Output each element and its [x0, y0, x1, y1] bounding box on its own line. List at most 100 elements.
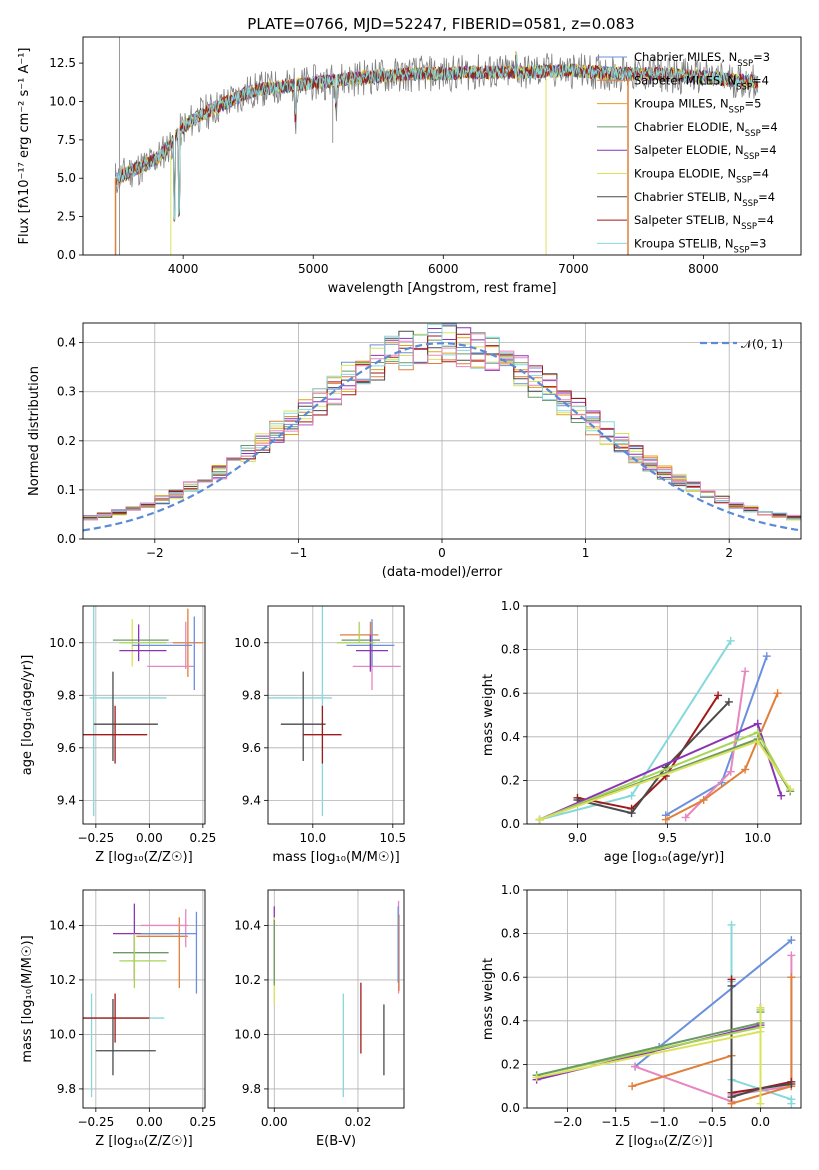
mass-weight-marker — [627, 791, 636, 800]
mass-weight-marker — [787, 973, 796, 982]
x-tick-label: 6000 — [428, 262, 459, 276]
axes-frame — [82, 605, 206, 825]
spectrum-traces — [114, 37, 759, 255]
mass-weight-line — [665, 692, 779, 821]
errorbar-layer — [83, 606, 203, 817]
y-tick-label: 10.0 — [234, 1027, 261, 1041]
x-tick-label: 10.0 — [744, 831, 771, 845]
y-axis-label: mass weight — [481, 674, 496, 756]
y-tick-label: 10.0 — [49, 636, 76, 650]
legend-entry-value: =4 — [757, 213, 774, 227]
x-tick-label: 2 — [725, 546, 733, 560]
mass-weight-marker — [753, 719, 762, 728]
x-tick-label: −2 — [146, 546, 164, 560]
mass-weight-marker — [762, 652, 771, 661]
mass-weight-marker — [724, 697, 733, 706]
x-axis-label: (data-model)/error — [382, 565, 503, 580]
mass-weight-marker — [787, 951, 796, 960]
age-vs-mass-panel: 10.0 10.5 9.4 9.6 9.8 10.0 mass [log₁₀(M/M☉)] — [234, 605, 406, 865]
y-tick-label: 0.0 — [57, 248, 76, 262]
y-tick-label: 10.4 — [49, 918, 76, 932]
mass-weight-marker — [753, 737, 762, 746]
x-tick-label: 7000 — [558, 262, 589, 276]
legend-entry-text: Chabrier MILES, N — [634, 50, 737, 64]
legend-entry-subscript: SSP — [745, 129, 761, 139]
legend-entry-text: Kroupa ELODIE, N — [634, 167, 736, 181]
legend-entry-subscript: SSP — [737, 59, 753, 69]
y-tick-label: 0.0 — [501, 817, 520, 831]
x-tick-label: 10.5 — [379, 831, 406, 845]
x-axis-label: age [log₁₀(age/yr)] — [604, 850, 725, 865]
legend-entry-text: Chabrier ELODIE, N — [634, 120, 745, 134]
x-tick-label: 0.0 — [751, 1115, 770, 1129]
legend-entry-text: Salpeter MILES, N — [634, 73, 736, 87]
y-tick-label: 7.5 — [57, 133, 76, 147]
mass-weight-marker — [661, 815, 670, 824]
mass-weight-marker — [741, 667, 750, 676]
legend-entry-subscript: SSP — [741, 222, 757, 232]
mass-weight-line — [577, 701, 730, 815]
spectrum-panel: 4000 5000 6000 7000 8000 0.0 2.5 5.0 7.5 10.0 12.5… — [17, 36, 802, 296]
y-tick-label: 0.8 — [501, 927, 520, 941]
y-tick-label: 5.0 — [57, 171, 76, 185]
legend-entry-text: Kroupa MILES, N — [634, 97, 729, 111]
mass-weight-marker — [756, 1027, 765, 1036]
x-tick-label: 0.00 — [136, 831, 163, 845]
y-tick-label: 0.6 — [501, 970, 520, 984]
y-tick-label: 0.1 — [57, 483, 76, 497]
y-axis-label: mass weight — [481, 958, 496, 1040]
mass-weight-marker — [756, 1099, 765, 1108]
mass-weight-marker — [699, 796, 708, 805]
legend-entry-subscript: SSP — [736, 176, 752, 186]
mass-weight-marker — [741, 765, 750, 774]
residual-histogram — [83, 323, 801, 539]
y-tick-label: 0.0 — [57, 532, 76, 546]
y-tick-label: 9.8 — [242, 1082, 261, 1096]
y-tick-label: 12.5 — [49, 56, 76, 70]
mass-weight-line — [631, 977, 793, 1105]
errorbar-point — [83, 705, 148, 764]
mass-weight-marker — [627, 809, 636, 818]
weight-lines-layer — [535, 636, 795, 824]
mass-vs-ebv-panel: 0.00 0.02 9.8 10.0 10.2 10.4 E(B-V) — [234, 889, 405, 1149]
legend-entry: Chabrier ELODIE, NSSP=4 — [634, 120, 778, 139]
y-axis-label: mass [log₁₀(M/M☉)] — [20, 935, 35, 1062]
x-tick-label: −0.5 — [698, 1115, 727, 1129]
mass-weight-line — [577, 694, 719, 810]
legend-entry-text: Salpeter STELIB, N — [634, 213, 741, 227]
mass-weight-marker — [787, 1099, 796, 1108]
axes-frame — [82, 889, 206, 1109]
axes-frame — [526, 889, 802, 1109]
residual-histogram-panel: −2 −1 0 1 2 0.0 0.1 0.2 0.3 0.4 (data-model)/error… — [27, 322, 802, 580]
mass-weight-marker — [727, 981, 736, 990]
x-axis-label: E(B-V) — [316, 1134, 356, 1149]
legend-entry: Kroupa ELODIE, NSSP=4 — [634, 167, 769, 186]
model-spectrum-line — [115, 53, 759, 255]
mass-weight-marker — [777, 791, 786, 800]
errorbar-layer — [268, 606, 401, 817]
x-axis-label: Z [log₁₀(Z/Z☉)] — [95, 850, 192, 865]
x-tick-label: 4000 — [168, 262, 199, 276]
errorbar-layer — [273, 900, 400, 1098]
y-tick-label: 9.8 — [242, 688, 261, 702]
legend-entry-subscript: SSP — [744, 152, 760, 162]
mass-weight-marker — [532, 1073, 541, 1082]
x-tick-label: −0.25 — [77, 831, 114, 845]
mass-weight-marker — [535, 815, 544, 824]
mass-vs-metallicity-panel: −0.25 0.00 0.25 9.8 10.0 10.2 10.4 Z [log₁₀(Z/Z… — [20, 889, 216, 1149]
legend-entry-subscript: SSP — [729, 106, 745, 116]
legend-entry-subscript: SSP — [742, 199, 758, 209]
errorbar-point — [172, 608, 203, 677]
x-tick-label: 8000 — [688, 262, 719, 276]
y-tick-label: 10.2 — [234, 973, 261, 987]
weight-lines-layer — [532, 920, 796, 1108]
y-tick-label: 10.0 — [49, 1027, 76, 1041]
y-tick-label: 0.0 — [501, 1101, 520, 1115]
mass-weight-marker — [756, 1003, 765, 1012]
weight-vs-metallicity-panel: −2.0 −1.5 −1.0 −0.5 0.0 0.0 0.2 0.4 0.6 0.8 1.0 Z [… — [481, 883, 802, 1149]
y-tick-label: 0.8 — [501, 643, 520, 657]
y-tick-label: 10.0 — [234, 636, 261, 650]
axes-frame — [526, 605, 802, 825]
legend-entry: Kroupa MILES, NSSP=5 — [634, 97, 761, 116]
